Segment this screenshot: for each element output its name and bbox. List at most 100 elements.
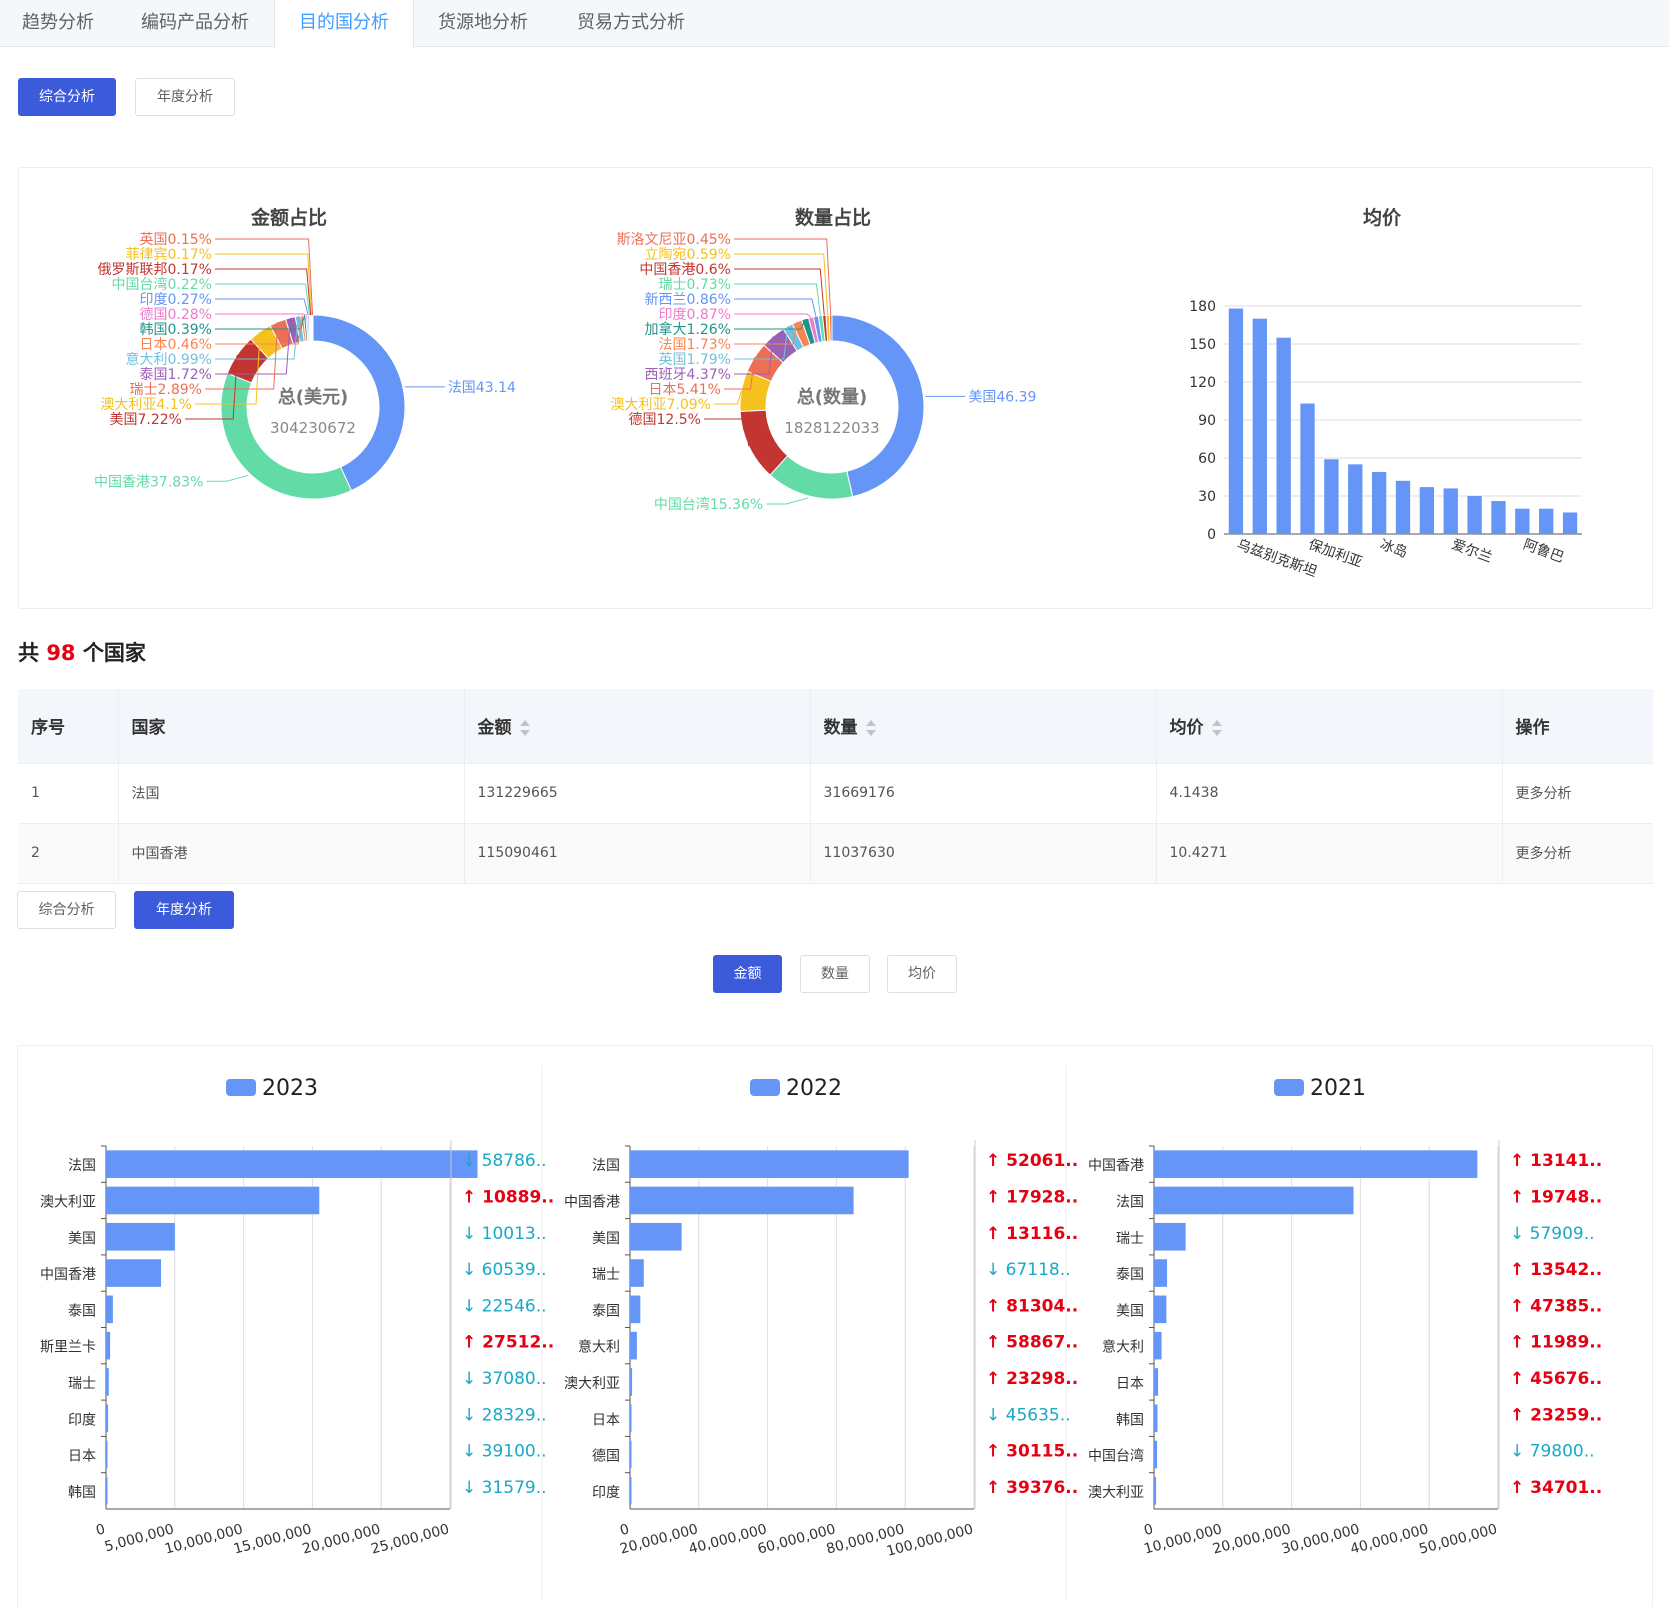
overall-analysis-button[interactable]: 综合分析 — [18, 78, 116, 116]
category-label: 印度 — [592, 1485, 620, 1501]
legend-label: 2021 — [1310, 1076, 1366, 1101]
pie-label: 意大利0.99% — [126, 351, 212, 368]
pie-label: 德国0.28% — [140, 307, 212, 323]
pie-leader-line — [724, 357, 755, 390]
change-label: ↓ 67118.. — [986, 1260, 1071, 1280]
bar-chart-title: 均价 — [1363, 206, 1402, 229]
pie-label: 日本5.41% — [649, 382, 721, 398]
category-label: 中国台湾 — [1088, 1448, 1144, 1465]
x-tick-label: 0 — [1142, 1521, 1155, 1539]
bar — [1154, 1477, 1157, 1505]
change-label: ↑ 30115.. — [986, 1442, 1078, 1462]
pie-label: 韩国0.39% — [140, 322, 212, 338]
more-analysis-link[interactable]: 更多分析 — [1502, 823, 1653, 884]
col-amount[interactable]: 金额 — [464, 689, 811, 764]
pie-leader-line — [215, 315, 303, 345]
bar — [106, 1368, 109, 1396]
x-tick-label: 爱尔兰 — [1449, 537, 1494, 566]
pie-label: 泰国1.72% — [140, 367, 212, 383]
country-count: 98 — [46, 641, 76, 665]
overall-analysis-button-2[interactable]: 综合分析 — [17, 891, 116, 929]
bar — [106, 1295, 113, 1324]
change-label: ↑ 45676.. — [1510, 1369, 1602, 1389]
x-tick-label: 20,000,000 — [618, 1521, 700, 1557]
col-quantity[interactable]: 数量 — [810, 689, 1157, 764]
cell-amount: 115090461 — [464, 823, 811, 884]
bar — [106, 1222, 175, 1251]
bar — [1154, 1368, 1159, 1396]
bar — [1467, 496, 1482, 534]
bar — [1300, 403, 1315, 534]
bar — [1154, 1440, 1158, 1469]
bar — [1154, 1150, 1478, 1178]
pie-slice — [769, 455, 854, 500]
pie-label: 加拿大1.26% — [645, 321, 731, 338]
pie-label: 中国台湾15.36% — [654, 496, 763, 513]
col-index: 序号 — [18, 689, 119, 764]
change-label: ↑ 27512.. — [462, 1333, 554, 1353]
pie-leader-line — [205, 322, 279, 390]
sort-icon[interactable] — [519, 720, 530, 737]
bar — [1154, 1222, 1186, 1251]
metric-avg-price-button[interactable]: 均价 — [887, 955, 957, 993]
category-label: 泰国 — [68, 1303, 96, 1319]
pie-label: 法国1.73% — [659, 337, 731, 353]
change-label: ↑ 17928.. — [986, 1187, 1078, 1207]
pie-leader-line — [734, 318, 806, 330]
pie-label: 瑞士0.73% — [659, 277, 731, 293]
tab-trend[interactable]: 趋势分析 — [22, 12, 94, 33]
pie-label: 中国香港0.6% — [639, 262, 731, 278]
pie-label: 新西兰0.86% — [645, 292, 731, 308]
y-tick-label: 180 — [1189, 299, 1216, 315]
change-label: ↑ 19748.. — [1510, 1187, 1602, 1207]
col-avg-price[interactable]: 均价 — [1156, 689, 1503, 764]
x-tick-label: 20,000,000 — [301, 1521, 383, 1557]
pie-leader-line — [734, 238, 832, 316]
sort-icon[interactable] — [865, 720, 876, 737]
table-row: 2 中国香港 115090461 11037630 10.4271 更多分析 — [18, 823, 1653, 884]
x-tick-label: 0 — [94, 1521, 107, 1539]
pie-center-value: 304230672 — [270, 419, 356, 437]
metric-amount-button[interactable]: 金额 — [713, 955, 782, 993]
bar — [1515, 508, 1530, 534]
annual-analysis-button[interactable]: 年度分析 — [135, 78, 235, 116]
tab-trade-mode[interactable]: 贸易方式分析 — [577, 12, 685, 33]
category-label: 中国香港 — [40, 1267, 96, 1283]
pie-label: 美国46.39 — [968, 389, 1036, 405]
x-tick-label: 0 — [618, 1521, 631, 1539]
more-analysis-link[interactable]: 更多分析 — [1502, 763, 1653, 824]
bar — [630, 1331, 637, 1360]
bar — [1154, 1186, 1354, 1215]
change-label: ↓ 22546.. — [462, 1296, 547, 1316]
x-tick-label: 60,000,000 — [756, 1521, 838, 1557]
annual-analysis-button-2[interactable]: 年度分析 — [134, 891, 234, 929]
y-tick-label: 150 — [1189, 337, 1216, 353]
pie-leader-line — [704, 418, 750, 447]
bar — [106, 1440, 108, 1469]
category-label: 泰国 — [592, 1303, 620, 1319]
x-tick-label: 25,000,000 — [369, 1521, 451, 1557]
pie-leader-line — [734, 253, 829, 316]
category-label: 美国 — [592, 1231, 620, 1247]
x-tick-label: 15,000,000 — [232, 1521, 314, 1557]
table-row: 1 法国 131229665 31669176 4.1438 更多分析 — [18, 763, 1653, 824]
y-tick-label: 30 — [1198, 489, 1216, 505]
sort-icon[interactable] — [1211, 720, 1222, 737]
category-label: 印度 — [68, 1412, 96, 1428]
legend-swatch — [1274, 1079, 1304, 1096]
tab-hs-code[interactable]: 编码产品分析 — [141, 12, 249, 33]
tab-origin[interactable]: 货源地分析 — [438, 12, 528, 33]
tab-destination[interactable]: 目的国分析 — [274, 0, 414, 48]
bar — [630, 1222, 682, 1251]
bar — [1443, 488, 1458, 534]
bar — [106, 1150, 478, 1178]
pie-slice — [311, 314, 314, 342]
category-label: 澳大利亚 — [564, 1376, 620, 1392]
bar — [630, 1440, 632, 1469]
bar — [1276, 337, 1291, 534]
x-tick-label: 20,000,000 — [1211, 1521, 1293, 1557]
pie-center-label: 总(数量) — [797, 386, 867, 408]
metric-quantity-button[interactable]: 数量 — [800, 955, 870, 993]
category-label: 法国 — [1116, 1194, 1144, 1210]
